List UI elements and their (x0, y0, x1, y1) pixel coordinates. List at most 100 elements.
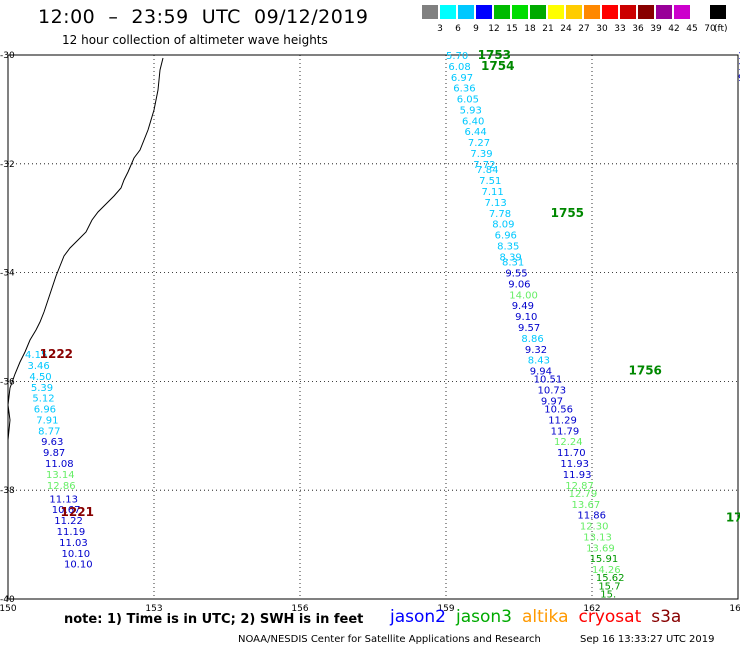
color-swatch (512, 5, 529, 19)
color-scale-tick: 15 (506, 24, 518, 34)
pass-number-label: 1756 (629, 364, 662, 378)
wave-height-value: 8.39 (500, 252, 522, 263)
wave-height-value: 7.27 (468, 138, 490, 149)
color-swatch (620, 5, 637, 19)
wave-height-value: 5.12 (32, 394, 54, 405)
wave-height-value: 9.63 (41, 437, 63, 448)
wave-height-value: 13.69 (586, 543, 615, 554)
wave-height-value: 11.29 (548, 415, 577, 426)
color-swatch (530, 5, 547, 19)
wave-height-value: 8.43 (528, 356, 550, 367)
wave-height-value: 13.14 (46, 470, 75, 481)
map-title: 12:00 – 23:59 UTC 09/12/2019 (38, 6, 369, 28)
legend-jason3: jason3 (456, 607, 512, 627)
latitude-label: -40 (0, 595, 15, 605)
latitude-label: -30 (0, 51, 15, 61)
wave-height-value: 11 (738, 62, 740, 73)
wave-height-value: 6.96 (495, 231, 517, 242)
footer-note: note: 1) Time is in UTC; 2) SWH is in fe… (64, 612, 364, 627)
wave-height-value: 7.91 (36, 415, 58, 426)
latitude-label: -36 (0, 377, 15, 387)
wave-height-value: 7.84 (476, 165, 498, 176)
color-swatch (494, 5, 511, 19)
wave-height-value: 6.97 (451, 73, 473, 84)
wave-height-value: 8.35 (497, 241, 519, 252)
wave-height-value: 11.08 (45, 459, 74, 470)
timestamp: Sep 16 13:33:27 UTC 2019 (580, 634, 715, 645)
color-swatch (440, 5, 457, 19)
color-scale-tick: 3 (437, 24, 443, 34)
wave-height-value: 6.96 (34, 405, 56, 416)
wave-height-value: 15.7 (598, 581, 620, 592)
legend-cryosat: cryosat (578, 607, 642, 627)
wave-height-value: 6.08 (448, 62, 470, 73)
wave-height-observations: 5.706.086.976.366.055.936.406.447.277.39… (25, 51, 740, 601)
color-scale-tick: 27 (578, 24, 590, 34)
wave-height-value: 10.67 (52, 505, 81, 516)
wave-height-value: 7.39 (470, 149, 492, 160)
wave-height-value: 9 (738, 73, 740, 84)
latitude-label: -34 (0, 269, 15, 279)
longitude-label: 159 (437, 604, 454, 614)
wave-height-value: 11.13 (49, 494, 78, 505)
wave-height-value: 5.70 (446, 51, 468, 62)
wave-height-value: 15.62 (596, 573, 625, 584)
color-scale-tick: 9 (473, 24, 479, 34)
wave-height-value: 8.77 (38, 426, 60, 437)
color-scale-tick: 12 (488, 24, 500, 34)
wave-height-value: 9.94 (530, 367, 552, 378)
wave-height-value: 11.70 (557, 448, 586, 459)
pass-number-label: 1754 (481, 59, 514, 73)
color-swatch (584, 5, 601, 19)
wave-height-value: 10.56 (544, 405, 573, 416)
wave-height-value: 10.73 (537, 386, 566, 397)
wave-height-value: 10.10 (64, 560, 93, 571)
wave-height-value: 11.19 (57, 527, 86, 538)
longitude-label: 153 (145, 604, 162, 614)
wave-height-value: 6.36 (453, 84, 475, 95)
color-scale-tick: 18 (524, 24, 536, 34)
pass-number-label: 1221 (61, 505, 94, 519)
wave-height-value: 12.30 (580, 522, 609, 533)
longitude-label: 150 (0, 604, 17, 614)
wave-height-value: 8.86 (521, 334, 543, 345)
wave-height-value: 11.03 (59, 538, 88, 549)
wave-height-value: 7.11 (482, 187, 504, 198)
wave-height-value: 8.31 (502, 258, 524, 269)
color-swatch (422, 5, 439, 19)
wave-height-value: 4.15 (25, 350, 47, 361)
color-scale-tick: 39 (650, 24, 662, 34)
coastline (7, 57, 164, 441)
pass-number-label: 1753 (478, 48, 511, 62)
color-swatch (548, 5, 565, 19)
wave-height-value: 12.86 (47, 481, 76, 492)
wave-height-value: 10.51 (534, 375, 563, 386)
wave-height-value: 11.22 (54, 516, 83, 527)
wave-height-value: 6.05 (457, 95, 479, 106)
color-scale-tick: 21 (542, 24, 554, 34)
pass-number-label: 1755 (551, 206, 584, 220)
wave-height-value: 9.57 (518, 323, 540, 334)
wave-height-value: 13.13 (583, 532, 612, 543)
color-swatch (566, 5, 583, 19)
latitude-label: -38 (0, 486, 15, 496)
legend-jason2: jason2 (390, 607, 446, 627)
wave-height-value: 4.50 (29, 372, 51, 383)
color-swatch (692, 5, 709, 19)
wave-height-value: 12.87 (565, 481, 594, 492)
wave-height-value: 12.24 (554, 437, 583, 448)
credit-line: NOAA/NESDIS Center for Satellite Applica… (238, 634, 541, 645)
wave-height-value: 11.93 (563, 470, 592, 481)
wave-height-value: 11.79 (551, 426, 580, 437)
color-swatch (674, 5, 691, 19)
wave-height-value: 10.10 (62, 549, 91, 560)
grid-lines (8, 55, 738, 599)
color-swatch (638, 5, 655, 19)
wave-height-value: 9.97 (541, 396, 563, 407)
wave-height-value: 8.09 (492, 220, 514, 231)
satellite-legend: jason2 jason3 altika cryosat s3a (390, 607, 691, 627)
wave-height-value: 3.46 (27, 361, 49, 372)
wave-height-value: 6.44 (464, 127, 486, 138)
